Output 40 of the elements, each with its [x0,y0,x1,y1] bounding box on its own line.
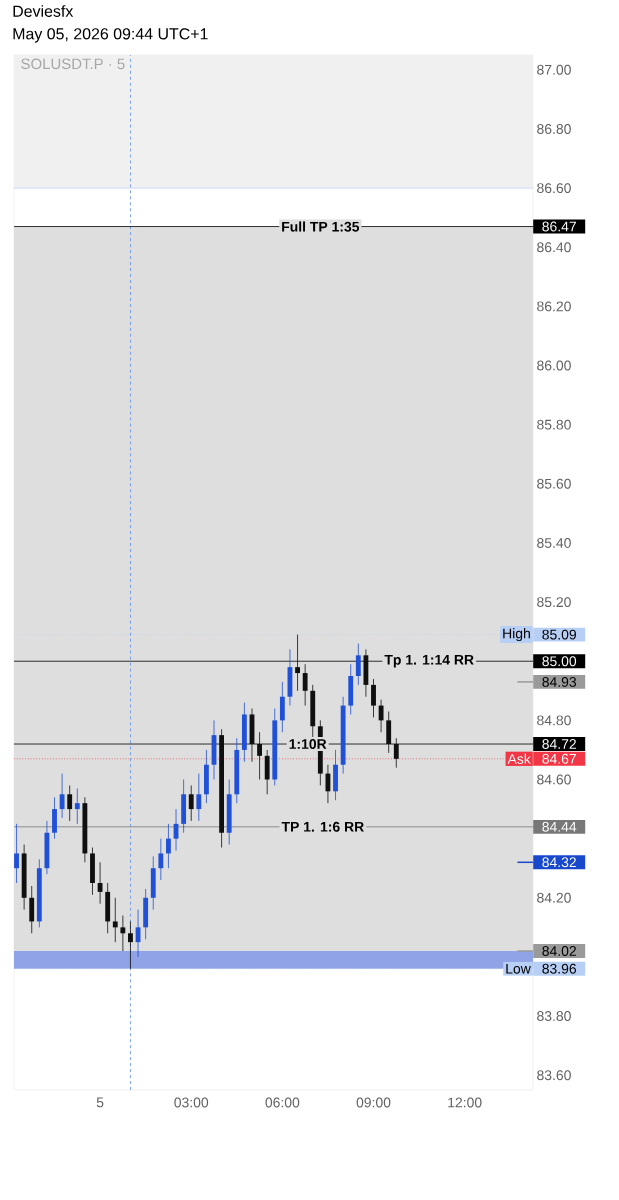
annotation: High [503,628,530,642]
text: Deviesfx [13,5,74,17]
y-tick-label: 87.00 [537,64,571,75]
text: May 05, 2026 09:44 UTC+1 [13,28,208,43]
y-tick-label: 85.40 [537,538,571,548]
y-tick-label: 85.20 [537,597,571,608]
x-tick-label: 09:00 [356,1097,391,1108]
annotation: SOLUSDT.P · 5 [21,58,125,70]
y-tick-label: 86.20 [537,301,571,312]
ref-line-label: 84.72 [542,739,576,749]
y-tick-label: 86.80 [537,124,571,134]
y-tick-label: 83.60 [537,1070,571,1081]
ref-line-label: 84.02 [542,946,576,956]
ref-line-label: 86.47 [542,221,576,232]
y-tick-label: 84.80 [537,715,571,726]
y-tick-label: 84.20 [537,892,571,903]
annotation: Tp 1. 1:14 RR [384,654,474,668]
ref-line-label: 85.09 [542,629,576,640]
annotation: TP 1. 1:6 RR [281,821,364,832]
annotation: Ask [507,753,531,764]
y-tick-label: 85.60 [537,478,571,489]
ref-line-label: 84.67 [542,753,576,764]
y-tick-label: 86.00 [537,360,571,371]
y-tick-label: 86.40 [537,242,571,253]
x-tick-label: 5 [96,1097,104,1108]
x-tick-label: 12:00 [448,1097,482,1108]
annotation: 1:10R [289,739,327,749]
y-tick-label: 86.60 [537,183,571,194]
ref-line-label: 84.32 [542,857,576,868]
ref-line-label: 84.44 [542,821,577,832]
ref-line-label: 83.96 [542,963,577,974]
annotation: Low [506,963,531,974]
annotation: Full TP 1:35 [282,221,360,232]
x-tick-label: 06:00 [265,1097,300,1108]
y-tick-label: 84.60 [537,774,571,785]
x-tick-label: 03:00 [174,1097,209,1108]
y-tick-label: 83.80 [537,1011,571,1022]
ref-line-label: 85.00 [542,656,577,667]
ref-line-label: 84.93 [542,676,577,687]
y-tick-label: 85.80 [537,419,571,430]
